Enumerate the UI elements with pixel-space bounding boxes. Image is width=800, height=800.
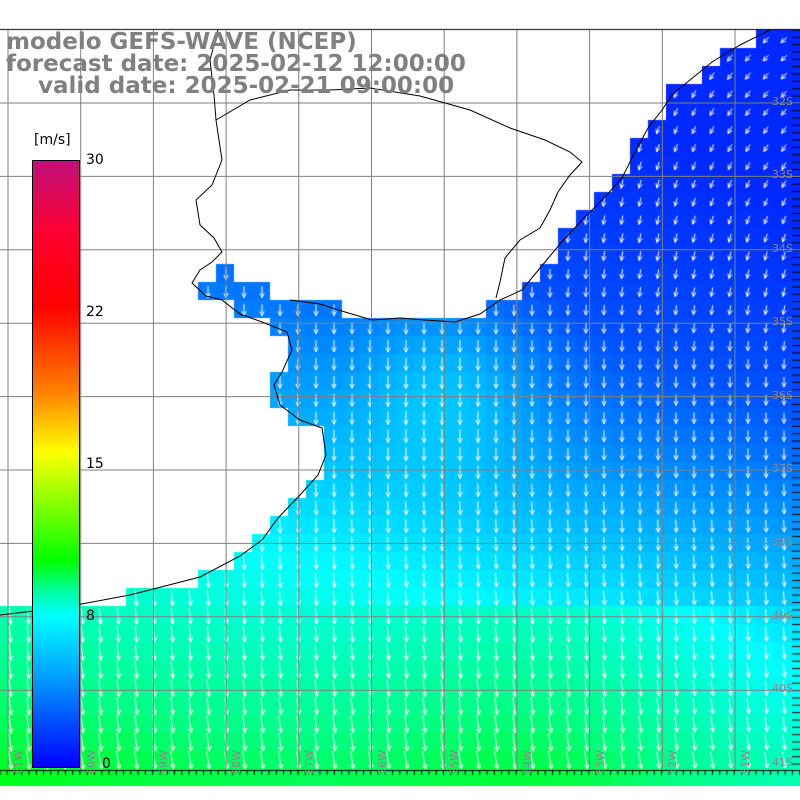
colorbar-label: 22 bbox=[86, 304, 104, 320]
colorbar-unit: [m/s] bbox=[34, 132, 71, 148]
latitude-label: 33S bbox=[772, 168, 793, 182]
longitude-label: 52W bbox=[666, 750, 680, 775]
latitude-label: 34S bbox=[772, 241, 793, 255]
longitude-label: 59W bbox=[157, 750, 171, 775]
forecast-date: forecast date: 2025-02-12 12:00:00 bbox=[6, 51, 466, 77]
longitude-label: 51W bbox=[739, 750, 752, 775]
longitude-label: 61W bbox=[12, 750, 25, 775]
longitude-label: 58W bbox=[230, 750, 244, 775]
colorbar bbox=[32, 160, 80, 768]
latitude-label: 41S bbox=[772, 755, 793, 769]
longitude-label: 54W bbox=[520, 750, 534, 775]
longitude-label: 57W bbox=[302, 750, 316, 775]
longitude-label: 60W bbox=[84, 750, 98, 775]
graticule bbox=[0, 30, 800, 770]
longitude-label: 53W bbox=[593, 750, 607, 775]
colorbar-label: 30 bbox=[86, 152, 104, 168]
longitude-label: 55W bbox=[448, 750, 462, 775]
model-title: modelo GEFS-WAVE (NCEP) bbox=[6, 29, 357, 55]
latitude-label: 40S bbox=[772, 682, 793, 696]
latitude-label: 37S bbox=[772, 462, 793, 475]
colorbar-label: 15 bbox=[86, 456, 104, 472]
longitude-label: 56W bbox=[375, 750, 389, 775]
valid-date: valid date: 2025-02-21 09:00:00 bbox=[6, 73, 455, 99]
latitude-label: 32S bbox=[772, 95, 793, 108]
latitude-label: 35S bbox=[772, 315, 793, 329]
colorbar-label: 8 bbox=[86, 608, 95, 624]
colorbar-label: 0 bbox=[102, 756, 111, 772]
latitude-label: 36S bbox=[772, 388, 793, 402]
coastline bbox=[0, 29, 771, 616]
latitude-label: 39S bbox=[772, 608, 793, 622]
latitude-label: 38S bbox=[772, 535, 793, 549]
